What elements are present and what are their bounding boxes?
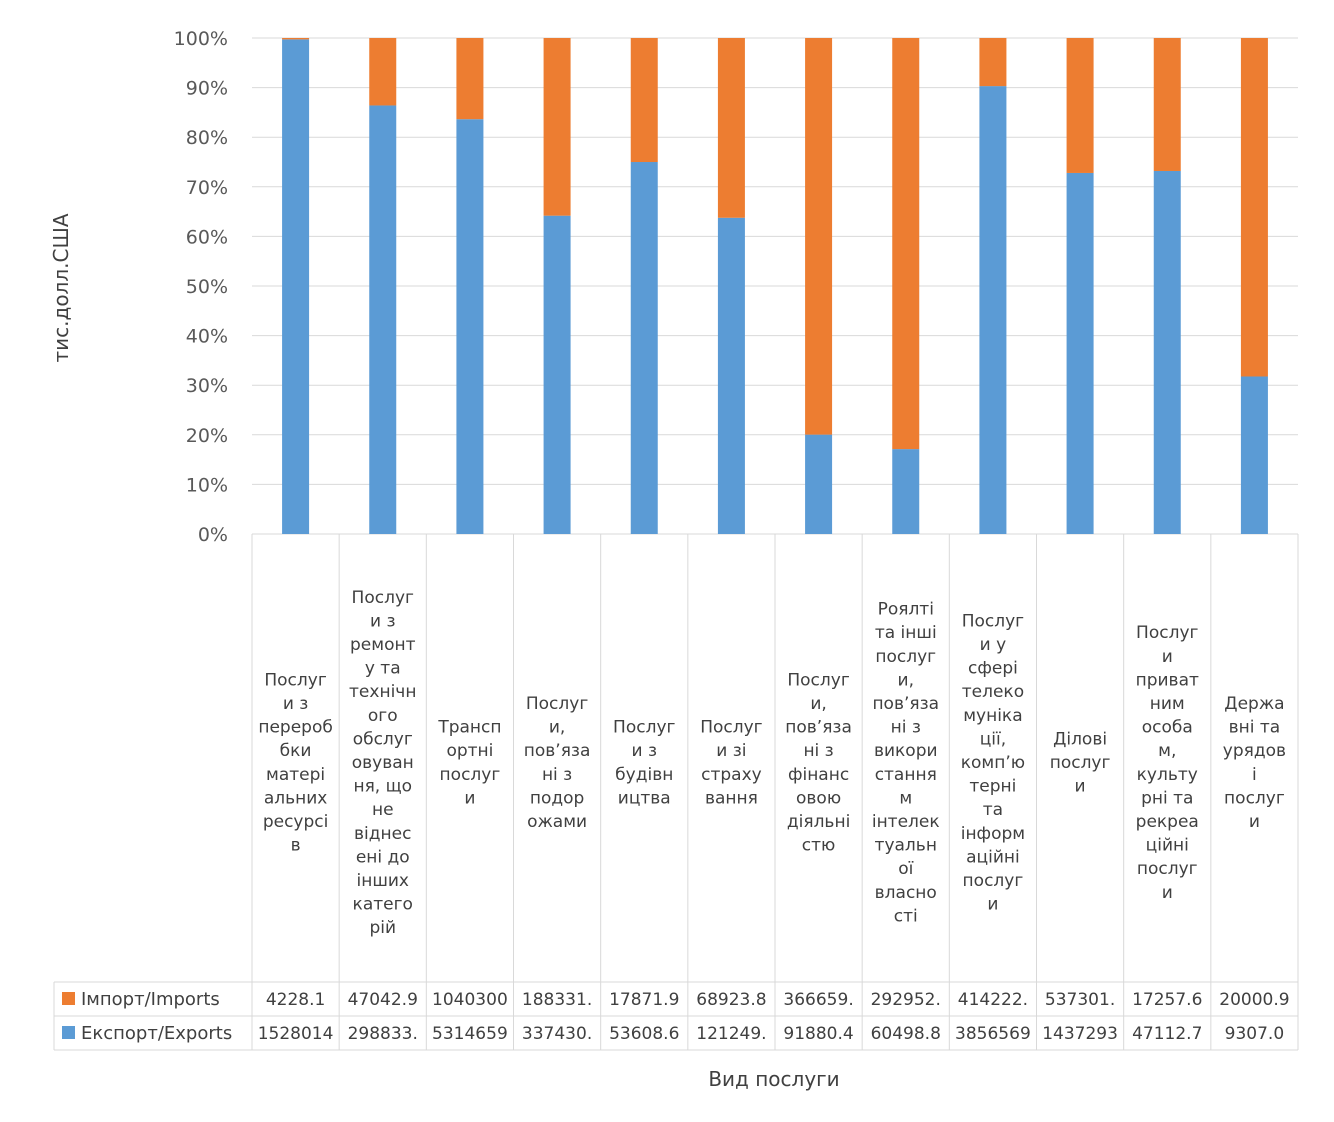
bar-exports	[630, 162, 658, 534]
bar-exports	[1066, 172, 1094, 535]
y-tick-label: 90%	[186, 78, 228, 100]
legend-label: Експорт/Exports	[81, 1023, 232, 1044]
category-label: Послуг и у сфері телеко муніка ції, комп’ю терн…	[961, 611, 1025, 914]
bars	[282, 38, 1268, 535]
y-axis-title: тис.долл.США	[49, 213, 73, 362]
bar-imports	[543, 38, 571, 216]
table-value: 366659.	[783, 990, 853, 1010]
table-value: 17257.6	[1132, 990, 1202, 1010]
bar-imports	[369, 38, 397, 106]
y-tick-label: 60%	[186, 226, 228, 248]
category-label: Послуг и зі страху вання	[700, 718, 762, 809]
table-value: 4228.1	[266, 990, 325, 1010]
bar-exports	[456, 119, 484, 534]
bar-exports	[979, 86, 1007, 534]
table-value: 1528014	[258, 1024, 334, 1044]
data-table: Послуг и з перероб бки матері альних ресурсі вП…	[53, 534, 1299, 1051]
table-value: 188331.	[522, 990, 592, 1010]
bar-imports	[717, 38, 745, 218]
y-tick-label: 0%	[198, 524, 228, 546]
category-label: Послуг и з ремонт у та технічн ого обслуг овува…	[349, 588, 416, 938]
bar-imports	[630, 38, 658, 163]
legend-swatch	[62, 1026, 75, 1039]
category-label: Послуг и, пов’яза ні з фінанс овою діяльні стю	[785, 670, 852, 855]
bar-exports	[1240, 376, 1268, 534]
bar-imports	[1066, 38, 1094, 173]
x-axis-title: Вид послуги	[708, 1067, 839, 1091]
category-label: Послуг и, пов’яза ні з подор ожами	[524, 694, 591, 832]
bar-imports	[282, 38, 310, 40]
y-tick-label: 20%	[186, 425, 228, 447]
y-tick-label: 40%	[186, 326, 228, 348]
bar-imports	[1240, 38, 1268, 377]
bar-exports	[1153, 170, 1181, 535]
category-label: Послуг и з будівн ицтва	[613, 718, 675, 809]
y-tick-label: 30%	[186, 375, 228, 397]
bar-exports	[717, 217, 745, 534]
table-value: 298833.	[348, 1024, 418, 1044]
y-tick-label: 70%	[186, 177, 228, 199]
category-label: Послуг и з перероб бки матері альних ресурсі в	[258, 670, 333, 855]
bar-exports	[282, 39, 310, 534]
table-value: 47112.7	[1132, 1024, 1202, 1044]
table-value: 337430.	[522, 1024, 592, 1044]
table-value: 17871.9	[609, 990, 679, 1010]
category-label: Ділові послуг и	[1050, 729, 1111, 796]
table-value: 60498.8	[871, 1024, 941, 1044]
table-value: 47042.9	[348, 990, 418, 1010]
bar-imports	[805, 38, 833, 435]
legend-label: Імпорт/Imports	[81, 989, 220, 1010]
category-label: Роялті та інші послуг и, пов’яза ні з викори ст…	[872, 600, 940, 927]
table-value: 1040300	[432, 990, 508, 1010]
bar-imports	[456, 38, 484, 120]
table-value: 537301.	[1045, 990, 1115, 1010]
y-tick-label: 10%	[186, 474, 228, 496]
bar-imports	[1153, 38, 1181, 171]
table-value: 53608.6	[609, 1024, 679, 1044]
y-axis-ticks: 0% 10% 20% 30% 40% 50% 60% 70% 80% 90% 100%	[174, 28, 228, 546]
bar-exports	[805, 434, 833, 534]
y-tick-label: 50%	[186, 276, 228, 298]
legend-swatch	[62, 992, 75, 1005]
table-value: 414222.	[958, 990, 1028, 1010]
y-tick-label: 80%	[186, 127, 228, 149]
table-value: 292952.	[871, 990, 941, 1010]
bar-exports	[369, 105, 397, 534]
bar-exports	[892, 449, 920, 534]
y-tick-label: 100%	[174, 28, 228, 50]
table-value: 1437293	[1042, 1024, 1118, 1044]
table-value: 5314659	[432, 1024, 508, 1044]
bar-exports	[543, 215, 571, 534]
gridlines	[252, 37, 1298, 535]
table-value: 20000.9	[1219, 990, 1289, 1010]
category-label: Держа вні та урядов і послуг и	[1223, 694, 1286, 832]
table-value: 9307.0	[1225, 1024, 1284, 1044]
table-value: 121249.	[696, 1024, 766, 1044]
table-value: 68923.8	[696, 990, 766, 1010]
category-label: Послуг и приват ним особа м, культу рні та рекре…	[1136, 623, 1199, 903]
table-value: 91880.4	[783, 1024, 853, 1044]
bar-imports	[979, 38, 1007, 87]
category-label: Трансп ортні послуг и	[437, 718, 501, 809]
bar-imports	[892, 38, 920, 450]
table-value: 3856569	[955, 1024, 1031, 1044]
